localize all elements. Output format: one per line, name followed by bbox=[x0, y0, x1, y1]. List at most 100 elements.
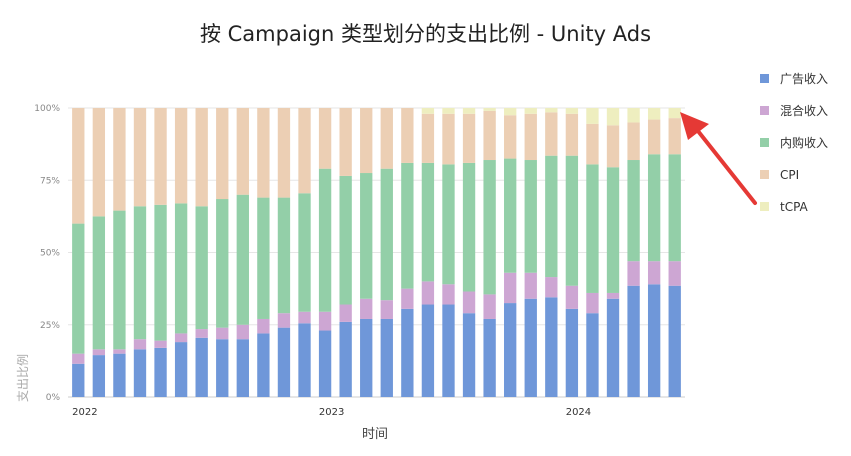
bar-segment bbox=[339, 321, 352, 397]
bar-segment bbox=[421, 304, 435, 397]
bar-segment bbox=[236, 339, 249, 397]
bar-segment bbox=[668, 108, 681, 119]
bar-segment bbox=[504, 115, 517, 159]
bar-segment bbox=[442, 108, 455, 114]
bar-segment bbox=[545, 155, 558, 278]
bar-segment bbox=[668, 118, 681, 155]
bar-segment bbox=[442, 164, 455, 285]
gridlines bbox=[68, 107, 685, 398]
bar-segment bbox=[627, 160, 640, 262]
legend-swatch bbox=[760, 138, 769, 147]
y-tick-label: 0% bbox=[46, 393, 61, 403]
bar-segment bbox=[298, 193, 311, 312]
bar-segment bbox=[277, 313, 291, 328]
x-axis-label: 时间 bbox=[362, 427, 388, 442]
bar-segment bbox=[401, 162, 414, 289]
bar-segment bbox=[483, 110, 496, 161]
bar-segment bbox=[360, 108, 373, 174]
bar-segment bbox=[565, 308, 579, 397]
bar-segment bbox=[133, 206, 147, 340]
bar-segment bbox=[401, 288, 414, 309]
bar-segment bbox=[92, 216, 106, 350]
bar-segment bbox=[586, 313, 599, 397]
bar-segment bbox=[174, 342, 188, 397]
bar-segment bbox=[236, 194, 249, 325]
bar-segment bbox=[257, 108, 270, 198]
bar-segment bbox=[257, 318, 270, 334]
bar-segment bbox=[257, 197, 270, 319]
bar-segment bbox=[154, 340, 167, 348]
bar-segment bbox=[565, 113, 579, 156]
bar-segment bbox=[462, 162, 476, 292]
bar-segment bbox=[360, 318, 373, 397]
bar-segment bbox=[113, 353, 126, 397]
bar-segment bbox=[668, 285, 681, 397]
bar-segment bbox=[216, 327, 229, 340]
bar-segment bbox=[504, 108, 517, 116]
bar-segment bbox=[154, 204, 167, 341]
bar-segment bbox=[545, 108, 558, 113]
legend-item: tCPA bbox=[760, 200, 809, 214]
bar-segment bbox=[483, 160, 496, 295]
legend-swatch bbox=[760, 106, 769, 115]
legend-swatch bbox=[760, 170, 769, 179]
bar-segment bbox=[627, 285, 640, 397]
bar-segment bbox=[421, 113, 435, 163]
bar-segment bbox=[586, 164, 599, 293]
arrow-shaft bbox=[692, 124, 757, 205]
bar-segment bbox=[504, 272, 517, 304]
bar-segment bbox=[627, 261, 640, 286]
bar-segment bbox=[298, 311, 311, 324]
legend-label: 广告收入 bbox=[780, 72, 828, 86]
bar-segment bbox=[421, 281, 435, 305]
bar-segment bbox=[606, 167, 620, 293]
bar-segment bbox=[298, 323, 311, 397]
x-tick-label: 2023 bbox=[319, 407, 344, 418]
bar-segment bbox=[216, 199, 229, 328]
bar-segment bbox=[401, 108, 414, 163]
y-tick-labels: 0% 25% 50% 75% 100% bbox=[34, 104, 60, 403]
bar-segment bbox=[647, 108, 661, 120]
bar-segment bbox=[133, 108, 147, 207]
bar-segment bbox=[647, 154, 661, 262]
bar-segment bbox=[133, 339, 147, 350]
legend-item: 内购收入 bbox=[760, 135, 828, 150]
bar-segment bbox=[606, 292, 620, 299]
legend-swatch bbox=[760, 202, 769, 211]
bar-segment bbox=[257, 333, 270, 397]
bar-segment bbox=[483, 318, 496, 397]
bar-segment bbox=[483, 108, 496, 111]
red-arrow-annotation bbox=[680, 112, 757, 205]
bar-segment bbox=[545, 297, 558, 397]
bar-segment bbox=[565, 155, 579, 286]
bar-segment bbox=[113, 210, 126, 350]
bar-segment bbox=[462, 313, 476, 397]
bar-segment bbox=[318, 330, 332, 397]
y-tick-label: 25% bbox=[40, 321, 60, 331]
bar-segment bbox=[668, 154, 681, 262]
bar-segment bbox=[133, 349, 147, 397]
legend-label: 内购收入 bbox=[780, 135, 828, 150]
bar-segment bbox=[216, 108, 229, 200]
bar-segment bbox=[627, 108, 640, 123]
bar-segment bbox=[216, 339, 229, 397]
bar-segment bbox=[401, 308, 414, 397]
legend-item: 广告收入 bbox=[760, 72, 828, 86]
bar-segment bbox=[504, 158, 517, 273]
bar-segment bbox=[339, 304, 352, 322]
bar-segment bbox=[524, 298, 537, 397]
bar-segment bbox=[524, 272, 537, 299]
bar-segment bbox=[545, 277, 558, 298]
bar-segment bbox=[318, 311, 332, 331]
bar-segment bbox=[647, 284, 661, 397]
bar-segment bbox=[318, 168, 332, 312]
legend-label: 混合收入 bbox=[780, 103, 828, 118]
x-tick-labels: 2022 2023 2024 bbox=[72, 407, 591, 418]
y-tick-label: 100% bbox=[34, 104, 60, 114]
bar-segment bbox=[380, 300, 393, 319]
bar-segment bbox=[647, 119, 661, 155]
bar-segment bbox=[606, 298, 620, 397]
bar-segment bbox=[174, 333, 188, 343]
bar-segment bbox=[339, 108, 352, 176]
legend-label: CPI bbox=[780, 168, 799, 182]
